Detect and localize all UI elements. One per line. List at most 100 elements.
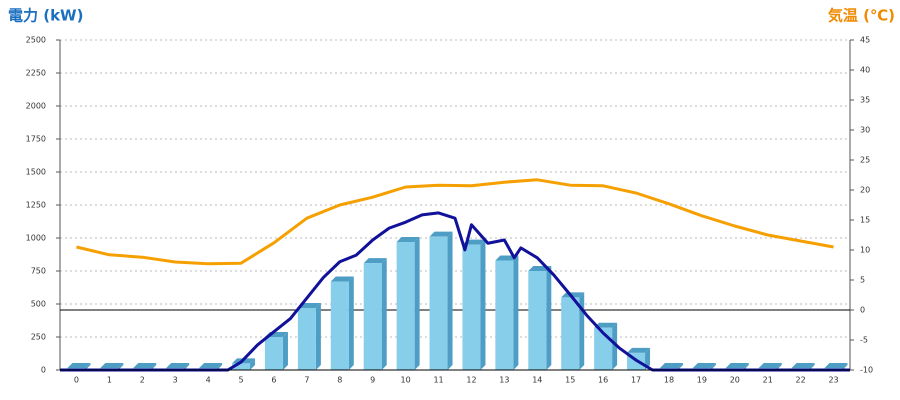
- x-tick-label: 4: [206, 376, 211, 385]
- x-tick-label: 1: [107, 376, 112, 385]
- bar-top: [429, 231, 453, 237]
- x-tick-label: 15: [565, 376, 575, 385]
- x-tick-label: 13: [499, 376, 509, 385]
- bar-side: [85, 363, 91, 370]
- bar-side: [118, 363, 124, 370]
- x-tick-label: 23: [828, 376, 838, 385]
- bar-top: [133, 363, 157, 369]
- bar: [396, 241, 415, 370]
- bar: [297, 307, 316, 370]
- bar-top: [166, 363, 190, 369]
- bar-top: [692, 363, 716, 369]
- x-tick-label: 14: [532, 376, 542, 385]
- line: [76, 178, 834, 266]
- x-tick-label: 17: [631, 376, 641, 385]
- bar-side: [513, 255, 519, 370]
- bar-top: [758, 363, 782, 369]
- y-tick-label: 1000: [26, 234, 46, 243]
- bar: [495, 260, 514, 370]
- x-tick-label: 9: [370, 376, 375, 385]
- y-tick-label: 2250: [26, 69, 46, 78]
- bar-side: [546, 266, 552, 370]
- y2-tick-label: 25: [860, 156, 870, 165]
- bar-top: [824, 363, 848, 369]
- x-tick-label: 12: [466, 376, 476, 385]
- bar-top: [659, 363, 683, 369]
- bar: [232, 363, 251, 370]
- y2-tick-label: 40: [860, 66, 870, 75]
- y-tick-label: 500: [31, 300, 46, 309]
- bar-side: [151, 363, 157, 370]
- y-axis-title: 電力 (kW): [8, 7, 83, 25]
- x-tick-label: 2: [140, 376, 145, 385]
- y2-axis-title: 気温 (℃): [828, 7, 895, 25]
- bar-side: [282, 332, 288, 370]
- y2-tick-label: 20: [860, 186, 870, 195]
- bar-top: [363, 258, 387, 264]
- x-tick-label: 0: [74, 376, 79, 385]
- x-tick-label: 5: [238, 376, 243, 385]
- bar: [561, 297, 580, 370]
- y2-tick-label: 0: [860, 306, 865, 315]
- bar-side: [381, 258, 387, 370]
- y-tick-label: 1250: [26, 201, 46, 210]
- bar-side: [809, 363, 815, 370]
- y2-tick-label: -10: [860, 366, 873, 375]
- bar-top: [627, 347, 651, 353]
- x-tick-label: 11: [433, 376, 443, 385]
- bar-top: [396, 236, 420, 242]
- x-tick-label: 16: [598, 376, 608, 385]
- bar-side: [315, 302, 321, 370]
- y2-tick-label: 45: [860, 36, 870, 45]
- bar-side: [414, 236, 420, 370]
- x-tick-label: 6: [271, 376, 276, 385]
- x-tick-label: 3: [173, 376, 178, 385]
- bar: [363, 263, 382, 370]
- bar-side: [710, 363, 716, 370]
- x-tick-label: 10: [401, 376, 411, 385]
- y-tick-label: 1500: [26, 168, 46, 177]
- bar: [330, 281, 349, 370]
- y-tick-label: 250: [31, 333, 46, 342]
- bar-side: [348, 276, 354, 370]
- bar-side: [612, 322, 618, 370]
- bar-side: [217, 363, 223, 370]
- y2-tick-label: -5: [860, 336, 868, 345]
- y-tick-label: 1750: [26, 135, 46, 144]
- bar-side: [776, 363, 782, 370]
- bar-top: [100, 363, 124, 369]
- y2-tick-label: 10: [860, 246, 870, 255]
- bar-side: [184, 363, 190, 370]
- x-tick-label: 20: [730, 376, 740, 385]
- bar-side: [480, 239, 486, 370]
- bar: [429, 236, 448, 370]
- bar-side: [579, 292, 585, 370]
- y-tick-label: 750: [31, 267, 46, 276]
- y-tick-label: 0: [41, 366, 46, 375]
- bar-side: [842, 363, 848, 370]
- x-tick-label: 8: [337, 376, 342, 385]
- y-tick-label: 2500: [26, 36, 46, 45]
- bar-side: [743, 363, 749, 370]
- bar-side: [447, 231, 453, 370]
- bar: [462, 244, 481, 370]
- bar: [528, 271, 547, 370]
- line: [60, 211, 850, 372]
- y-tick-label: 2000: [26, 102, 46, 111]
- y2-tick-label: 5: [860, 276, 865, 285]
- bar-side: [250, 358, 256, 370]
- x-tick-label: 22: [796, 376, 806, 385]
- bar-top: [791, 363, 815, 369]
- y2-tick-label: 30: [860, 126, 870, 135]
- bar-side: [645, 347, 651, 370]
- y2-tick-label: 35: [860, 96, 870, 105]
- x-tick-label: 19: [697, 376, 707, 385]
- bar-top: [199, 363, 223, 369]
- bar-top: [67, 363, 91, 369]
- y2-tick-label: 15: [860, 216, 870, 225]
- x-tick-label: 7: [304, 376, 309, 385]
- bar-side: [677, 363, 683, 370]
- bar-top: [594, 322, 618, 328]
- bar-top: [561, 292, 585, 298]
